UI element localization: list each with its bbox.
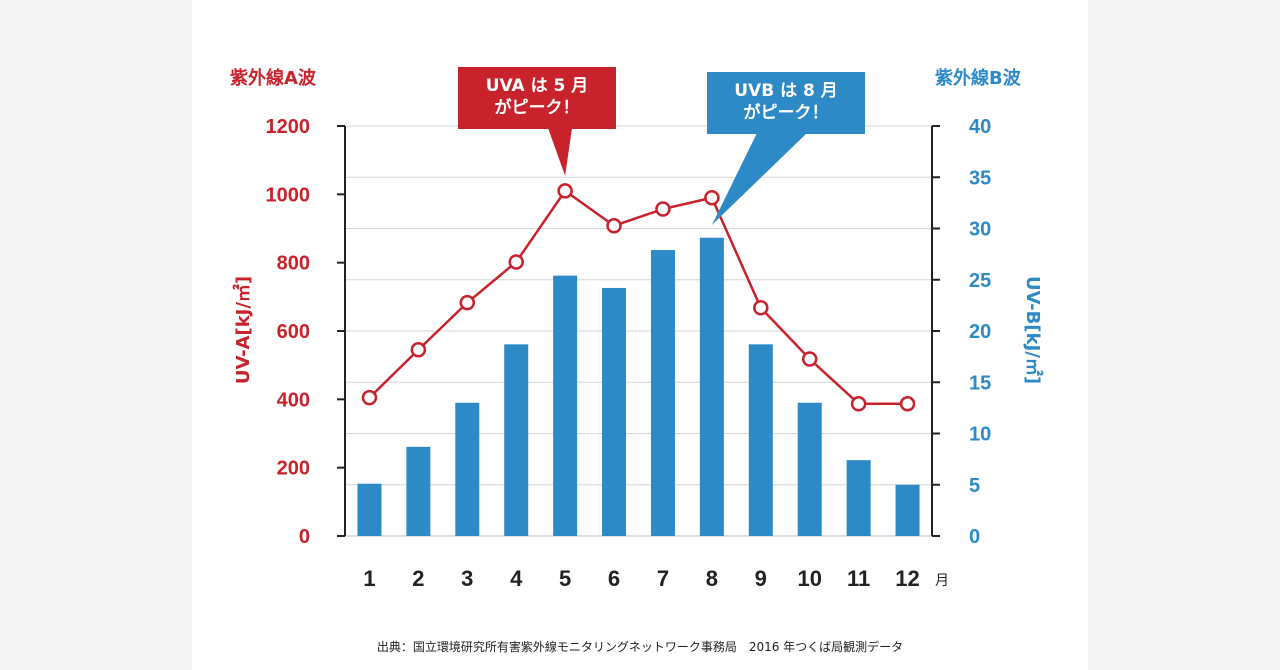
uvb-bar <box>748 344 773 536</box>
callout-text: UVB は 8 月 <box>734 81 838 101</box>
left-axis-title: UV-A[kJ/㎡] <box>232 276 254 384</box>
x-tick-label: 7 <box>657 566 669 591</box>
month-unit-label: 月 <box>935 573 949 589</box>
gridlines <box>345 125 932 537</box>
callout-box <box>458 67 616 129</box>
right-tick-label: 20 <box>969 321 991 343</box>
callout-text: がピーク！ <box>495 97 580 118</box>
right-tick-label: 0 <box>969 526 980 548</box>
x-tick-label: 12 <box>895 566 919 591</box>
uvb-bar <box>553 275 578 536</box>
right-axis-header: 紫外線B波 <box>935 67 1022 89</box>
left-tick-label: 800 <box>277 253 310 275</box>
left-tick-label: 400 <box>277 389 310 411</box>
chart-panel: 0 200 400 600 800 1000 1200 0 5 10 15 20 25 30 35 40 1 2 3… <box>192 0 1088 670</box>
uva-point <box>508 254 524 270</box>
uvb-bar <box>504 344 529 536</box>
x-tick-label: 8 <box>706 566 718 591</box>
left-axis-header: 紫外線A波 <box>230 67 317 89</box>
uva-point <box>704 190 720 206</box>
callout-pointer <box>548 128 572 176</box>
x-tick-label: 11 <box>847 566 870 591</box>
left-tick-label: 600 <box>277 321 310 343</box>
right-tick-label: 35 <box>969 167 991 189</box>
uvb-bar <box>455 402 480 536</box>
uvb-bar <box>846 460 871 536</box>
uva-point <box>801 351 818 367</box>
right-tick-label: 10 <box>969 424 991 446</box>
right-tick-label: 25 <box>969 270 991 292</box>
x-tick-label: 5 <box>559 566 571 591</box>
x-tick-label: 3 <box>461 566 473 591</box>
x-tick-label: 10 <box>797 566 821 591</box>
right-axis-title: UV-B[kJ/㎡] <box>1022 276 1044 384</box>
uva-line-path <box>368 189 908 406</box>
callout-text: がピーク！ <box>744 102 829 123</box>
right-tick-label: 5 <box>969 475 980 497</box>
uvb-bar <box>357 483 382 536</box>
callout-box <box>707 72 865 134</box>
x-tick-label: 1 <box>363 566 375 591</box>
right-tick-label: 40 <box>969 116 991 138</box>
uvb-bars <box>357 237 920 536</box>
uva-point <box>899 396 916 412</box>
x-tick-label: 9 <box>755 566 767 591</box>
uvb-bar <box>602 287 627 536</box>
right-tick-label: 30 <box>969 219 991 241</box>
uva-point <box>850 396 867 412</box>
left-tick-label: 0 <box>299 526 310 548</box>
x-tick-label: 6 <box>608 566 620 591</box>
right-tick-label: 15 <box>969 372 991 394</box>
uva-point <box>361 389 378 406</box>
uva-point <box>655 201 671 217</box>
uva-point <box>606 218 622 234</box>
uva-point <box>753 300 769 316</box>
uva-point <box>459 294 476 311</box>
callout-text: UVA は 5 月 <box>486 76 589 96</box>
source-note: 出典：国立環境研究所有害紫外線モニタリングネットワーク事務局 2016 年つくば… <box>377 639 903 654</box>
uvb-bar <box>650 250 675 536</box>
left-tick-label: 1000 <box>266 184 311 206</box>
uvb-bar <box>895 484 920 536</box>
uvb-bar <box>406 446 431 536</box>
uva-point <box>410 342 427 358</box>
left-tick-label: 1200 <box>266 116 311 138</box>
x-tick-label: 2 <box>412 566 424 591</box>
uvb-bar <box>797 402 822 536</box>
x-tick-label: 4 <box>510 566 523 591</box>
callout-pointer <box>711 133 807 225</box>
uva-line <box>361 183 916 412</box>
left-tick-label: 200 <box>277 458 310 480</box>
uvb-bar <box>699 237 724 536</box>
uva-point <box>557 183 573 199</box>
